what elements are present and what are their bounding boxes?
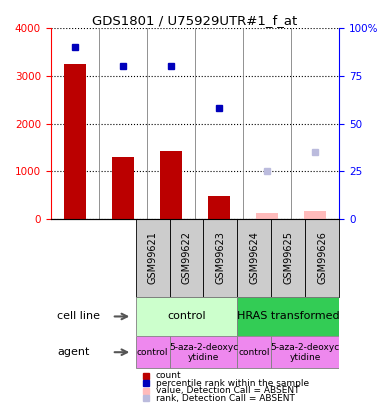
- Text: GSM99624: GSM99624: [250, 232, 259, 284]
- FancyBboxPatch shape: [271, 219, 305, 297]
- FancyBboxPatch shape: [271, 336, 339, 369]
- Bar: [112, 157, 134, 219]
- FancyBboxPatch shape: [238, 336, 271, 369]
- Bar: [256, 213, 278, 219]
- Text: control: control: [239, 348, 270, 357]
- Bar: [160, 151, 182, 219]
- Text: percentile rank within the sample: percentile rank within the sample: [156, 379, 309, 388]
- Text: control: control: [137, 348, 168, 357]
- FancyBboxPatch shape: [170, 219, 204, 297]
- Text: value, Detection Call = ABSENT: value, Detection Call = ABSENT: [156, 386, 300, 395]
- Bar: [64, 64, 85, 219]
- Text: GSM99622: GSM99622: [181, 232, 191, 284]
- Text: control: control: [167, 311, 206, 322]
- FancyBboxPatch shape: [305, 219, 339, 297]
- FancyBboxPatch shape: [136, 219, 170, 297]
- FancyBboxPatch shape: [238, 219, 271, 297]
- Text: HRAS transformed: HRAS transformed: [237, 311, 340, 322]
- Bar: [305, 211, 326, 219]
- FancyBboxPatch shape: [170, 336, 238, 369]
- FancyBboxPatch shape: [136, 297, 238, 336]
- Text: GSM99626: GSM99626: [317, 232, 327, 284]
- Text: GSM99625: GSM99625: [284, 232, 293, 284]
- FancyBboxPatch shape: [204, 219, 238, 297]
- Text: cell line: cell line: [57, 311, 101, 322]
- Text: 5-aza-2-deoxyc
ytidine: 5-aza-2-deoxyc ytidine: [169, 343, 238, 362]
- Title: GDS1801 / U75929UTR#1_f_at: GDS1801 / U75929UTR#1_f_at: [92, 14, 298, 27]
- FancyBboxPatch shape: [238, 297, 339, 336]
- Text: GSM99621: GSM99621: [147, 232, 158, 284]
- Bar: [208, 196, 230, 219]
- Text: count: count: [156, 371, 182, 380]
- FancyBboxPatch shape: [136, 336, 170, 369]
- Text: rank, Detection Call = ABSENT: rank, Detection Call = ABSENT: [156, 394, 295, 403]
- Text: 5-aza-2-deoxyc
ytidine: 5-aza-2-deoxyc ytidine: [271, 343, 340, 362]
- Text: GSM99623: GSM99623: [215, 232, 225, 284]
- Text: agent: agent: [57, 347, 90, 357]
